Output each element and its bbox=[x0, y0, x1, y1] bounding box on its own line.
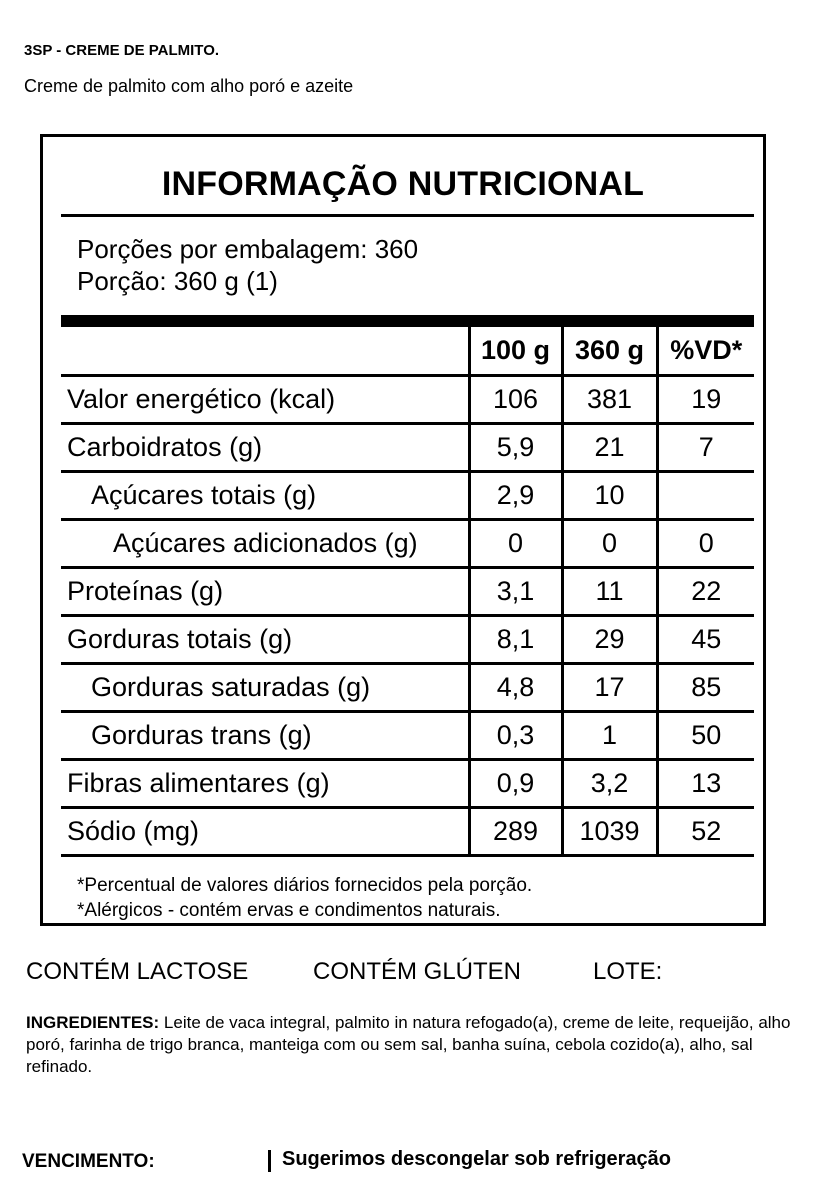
value-per-serving: 1 bbox=[560, 711, 657, 759]
table-row: Gorduras saturadas (g) 4,8 17 85 bbox=[61, 663, 754, 711]
lot-label: LOTE: bbox=[593, 958, 663, 985]
contains-gluten-label: CONTÉM GLÚTEN bbox=[313, 958, 522, 985]
value-daily-percent bbox=[655, 471, 754, 519]
header-per-serving: 360 g bbox=[560, 327, 657, 375]
nutrition-facts-panel: INFORMAÇÃO NUTRICIONAL Porções por embal… bbox=[40, 134, 766, 926]
value-per-serving: 1039 bbox=[560, 807, 657, 855]
ingredients-label: INGREDIENTES: bbox=[26, 1013, 160, 1032]
nutrient-label: Fibras alimentares (g) bbox=[67, 767, 330, 798]
value-per-100g: 106 bbox=[467, 375, 562, 423]
value-per-100g: 0,9 bbox=[467, 759, 562, 807]
serving-size: Porção: 360 g (1) bbox=[77, 266, 278, 296]
ingredients-text: Leite de vaca integral, palmito in natur… bbox=[26, 1013, 791, 1076]
value-per-serving: 21 bbox=[560, 423, 657, 471]
nutrient-label: Gorduras trans (g) bbox=[91, 719, 312, 750]
vertical-separator bbox=[268, 1150, 271, 1172]
ingredients-list: INGREDIENTES: Leite de vaca integral, pa… bbox=[26, 1012, 796, 1078]
nutrient-label: Gorduras saturadas (g) bbox=[91, 671, 371, 702]
footnotes: *Percentual de valores diários fornecido… bbox=[77, 873, 532, 923]
table-header-row: 100 g 360 g %VD* bbox=[61, 327, 754, 375]
value-per-serving: 10 bbox=[560, 471, 657, 519]
nutrient-label: Açúcares adicionados (g) bbox=[113, 527, 418, 558]
header-per-100g: 100 g bbox=[467, 327, 562, 375]
nutrition-title: INFORMAÇÃO NUTRICIONAL bbox=[161, 165, 645, 203]
value-per-100g: 0,3 bbox=[467, 711, 562, 759]
value-per-100g: 2,9 bbox=[467, 471, 562, 519]
serving-info: Porções por embalagem: 360 Porção: 360 g… bbox=[77, 233, 418, 297]
value-daily-percent: 7 bbox=[655, 423, 754, 471]
thick-divider bbox=[61, 315, 754, 327]
expiry-label: VENCIMENTO: bbox=[22, 1151, 155, 1172]
table-row: Fibras alimentares (g) 0,9 3,2 13 bbox=[61, 759, 754, 807]
value-daily-percent: 45 bbox=[655, 615, 754, 663]
table-row: Valor energético (kcal) 106 381 19 bbox=[61, 375, 754, 423]
value-daily-percent: 85 bbox=[655, 663, 754, 711]
nutrient-label: Proteínas (g) bbox=[67, 575, 224, 606]
value-per-serving: 3,2 bbox=[560, 759, 657, 807]
value-daily-percent: 22 bbox=[655, 567, 754, 615]
header-daily-value: %VD* bbox=[655, 327, 754, 375]
value-daily-percent: 0 bbox=[655, 519, 754, 567]
header-nutrient bbox=[61, 327, 469, 375]
nutrient-label: Sódio (mg) bbox=[67, 815, 200, 846]
value-per-100g: 3,1 bbox=[467, 567, 562, 615]
value-per-serving: 29 bbox=[560, 615, 657, 663]
value-per-100g: 289 bbox=[467, 807, 562, 855]
nutrient-label: Carboidratos (g) bbox=[67, 431, 263, 462]
table-row: Gorduras totais (g) 8,1 29 45 bbox=[61, 615, 754, 663]
nutrient-label: Açúcares totais (g) bbox=[91, 479, 317, 510]
table-row: Açúcares adicionados (g) 0 0 0 bbox=[61, 519, 754, 567]
contains-lactose-label: CONTÉM LACTOSE bbox=[26, 958, 249, 985]
thaw-instructions: Sugerimos descongelar sob refrigeração bbox=[282, 1148, 672, 1170]
value-per-100g: 5,9 bbox=[467, 423, 562, 471]
table-row: Proteínas (g) 3,1 11 22 bbox=[61, 567, 754, 615]
value-per-serving: 0 bbox=[560, 519, 657, 567]
value-daily-percent: 52 bbox=[655, 807, 754, 855]
value-per-100g: 4,8 bbox=[467, 663, 562, 711]
value-daily-percent: 19 bbox=[655, 375, 754, 423]
table-row: Gorduras trans (g) 0,3 1 50 bbox=[61, 711, 754, 759]
value-daily-percent: 13 bbox=[655, 759, 754, 807]
value-per-serving: 17 bbox=[560, 663, 657, 711]
value-per-serving: 11 bbox=[560, 567, 657, 615]
value-per-100g: 8,1 bbox=[467, 615, 562, 663]
table-row: Açúcares totais (g) 2,9 10 bbox=[61, 471, 754, 519]
value-per-serving: 381 bbox=[560, 375, 657, 423]
value-daily-percent: 50 bbox=[655, 711, 754, 759]
table-row: Sódio (mg) 289 1039 52 bbox=[61, 807, 754, 855]
nutrition-table: 100 g 360 g %VD* Valor energético (kcal)… bbox=[61, 327, 754, 857]
table-row: Carboidratos (g) 5,9 21 7 bbox=[61, 423, 754, 471]
product-code-name: 3SP - CREME DE PALMITO. bbox=[24, 42, 220, 59]
product-description: Creme de palmito com alho poró e azeite bbox=[24, 76, 354, 96]
servings-per-package: Porções por embalagem: 360 bbox=[77, 234, 419, 264]
nutrient-label: Gorduras totais (g) bbox=[67, 623, 293, 654]
value-per-100g: 0 bbox=[467, 519, 562, 567]
footnote-daily-value: *Percentual de valores diários fornecido… bbox=[77, 875, 533, 896]
footnote-allergens: *Alérgicos - contém ervas e condimentos … bbox=[77, 900, 501, 921]
title-divider bbox=[61, 214, 754, 217]
nutrient-label: Valor energético (kcal) bbox=[67, 383, 336, 414]
